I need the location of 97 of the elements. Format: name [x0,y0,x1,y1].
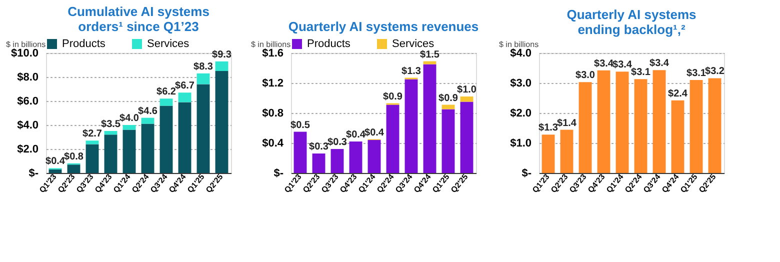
bar [160,106,173,173]
y-tick-label: $0.8 [262,108,284,120]
total-label: $1.0 [457,84,477,96]
y-tick-label: $8.0 [17,72,38,84]
bar [160,98,173,106]
bar [215,61,228,71]
total-label: $9.3 [212,49,232,60]
data-label: $3.2 [705,66,725,78]
bar [104,131,118,135]
y-tick-label: $- [274,168,284,180]
y-tick-label: $4.0 [17,120,38,132]
bar [442,109,455,173]
total-label: $0.9 [438,92,458,104]
bar [48,169,62,173]
total-label: $0.4 [346,130,366,140]
bar [578,82,592,173]
data-label: $3.4 [612,60,632,71]
bar [671,100,684,173]
total-label: $0.5 [290,120,310,131]
y-axis-title: $ in billions [499,40,539,49]
total-label: $3.5 [101,119,121,130]
bar [616,72,629,173]
total-label: $0.4 [364,127,384,138]
bar [178,92,192,102]
bar [708,78,722,173]
chart-title: Quarterly AI systems ending backlog¹,² [566,7,696,37]
y-tick-label: $1.0 [510,138,532,150]
y-tick-label: $0.4 [262,138,284,150]
total-label: $4.6 [138,106,158,117]
bar [141,124,154,173]
bar [294,132,307,173]
legend-label: Services [392,38,435,50]
y-tick-label: $6.0 [17,96,38,108]
y-tick-label: $2.0 [17,144,38,156]
bar [196,73,210,84]
total-label: $4.0 [120,113,140,124]
y-tick-label: $- [522,168,532,180]
y-tick-label: $3.0 [510,78,532,90]
total-label: $0.8 [64,151,84,162]
bar [634,79,648,173]
chart-title: Cumulative AI systems orders¹ since Q1’23 [68,4,210,34]
data-label: $3.4 [650,58,670,70]
y-tick-label: $4.0 [510,48,532,60]
bar [404,79,418,173]
bar [67,164,80,173]
total-label: $2.7 [82,128,102,140]
y-tick-label: $1.2 [262,78,284,90]
y-tick-label: $1.6 [262,48,284,60]
data-label: $1.3 [538,122,558,134]
bar [141,118,154,124]
bar [312,154,326,173]
y-axis-title: $ in billions [251,40,291,49]
bar [597,70,610,173]
bar [460,96,474,102]
bar [330,149,344,173]
bar [104,134,118,173]
data-label: $3.1 [631,67,651,78]
bar [386,104,400,173]
total-label: $0.9 [383,91,403,102]
bar [86,140,99,144]
total-label: $6.2 [156,86,176,98]
total-label: $0.3 [328,137,348,148]
y-axis-title: $ in billions [6,40,46,49]
total-label: $1.5 [420,49,440,60]
bar [349,142,362,173]
data-label: $3.0 [576,70,596,82]
bar [652,70,666,173]
y-tick-label: $- [28,168,39,180]
legend-label: Products [62,38,106,50]
data-label: $3.1 [686,68,706,79]
bar [460,102,474,173]
total-label: $8.3 [194,61,214,72]
data-label: $1.4 [557,118,577,129]
bar [196,84,210,173]
legend-label: Services [147,38,190,50]
bar [215,71,228,173]
bar [122,130,136,173]
y-tick-label: $10.0 [10,48,38,60]
bar [368,140,381,173]
total-label: $1.3 [402,66,422,77]
data-label: $3.4 [594,58,614,70]
legend-label: Products [307,38,351,50]
bar [86,144,99,173]
y-tick-label: $2.0 [510,108,532,120]
bar [542,134,555,173]
bar [423,64,436,173]
bar [122,125,136,130]
bar [423,61,436,64]
bar [442,104,455,110]
bar [560,130,574,173]
total-label: $6.7 [175,80,195,92]
bar [178,102,192,173]
bar [690,80,703,173]
data-label: $2.4 [668,88,688,100]
chart-title: Quarterly AI systems revenues [288,19,479,34]
total-label: $0.3 [309,142,329,152]
total-label: $0.4 [46,156,66,168]
